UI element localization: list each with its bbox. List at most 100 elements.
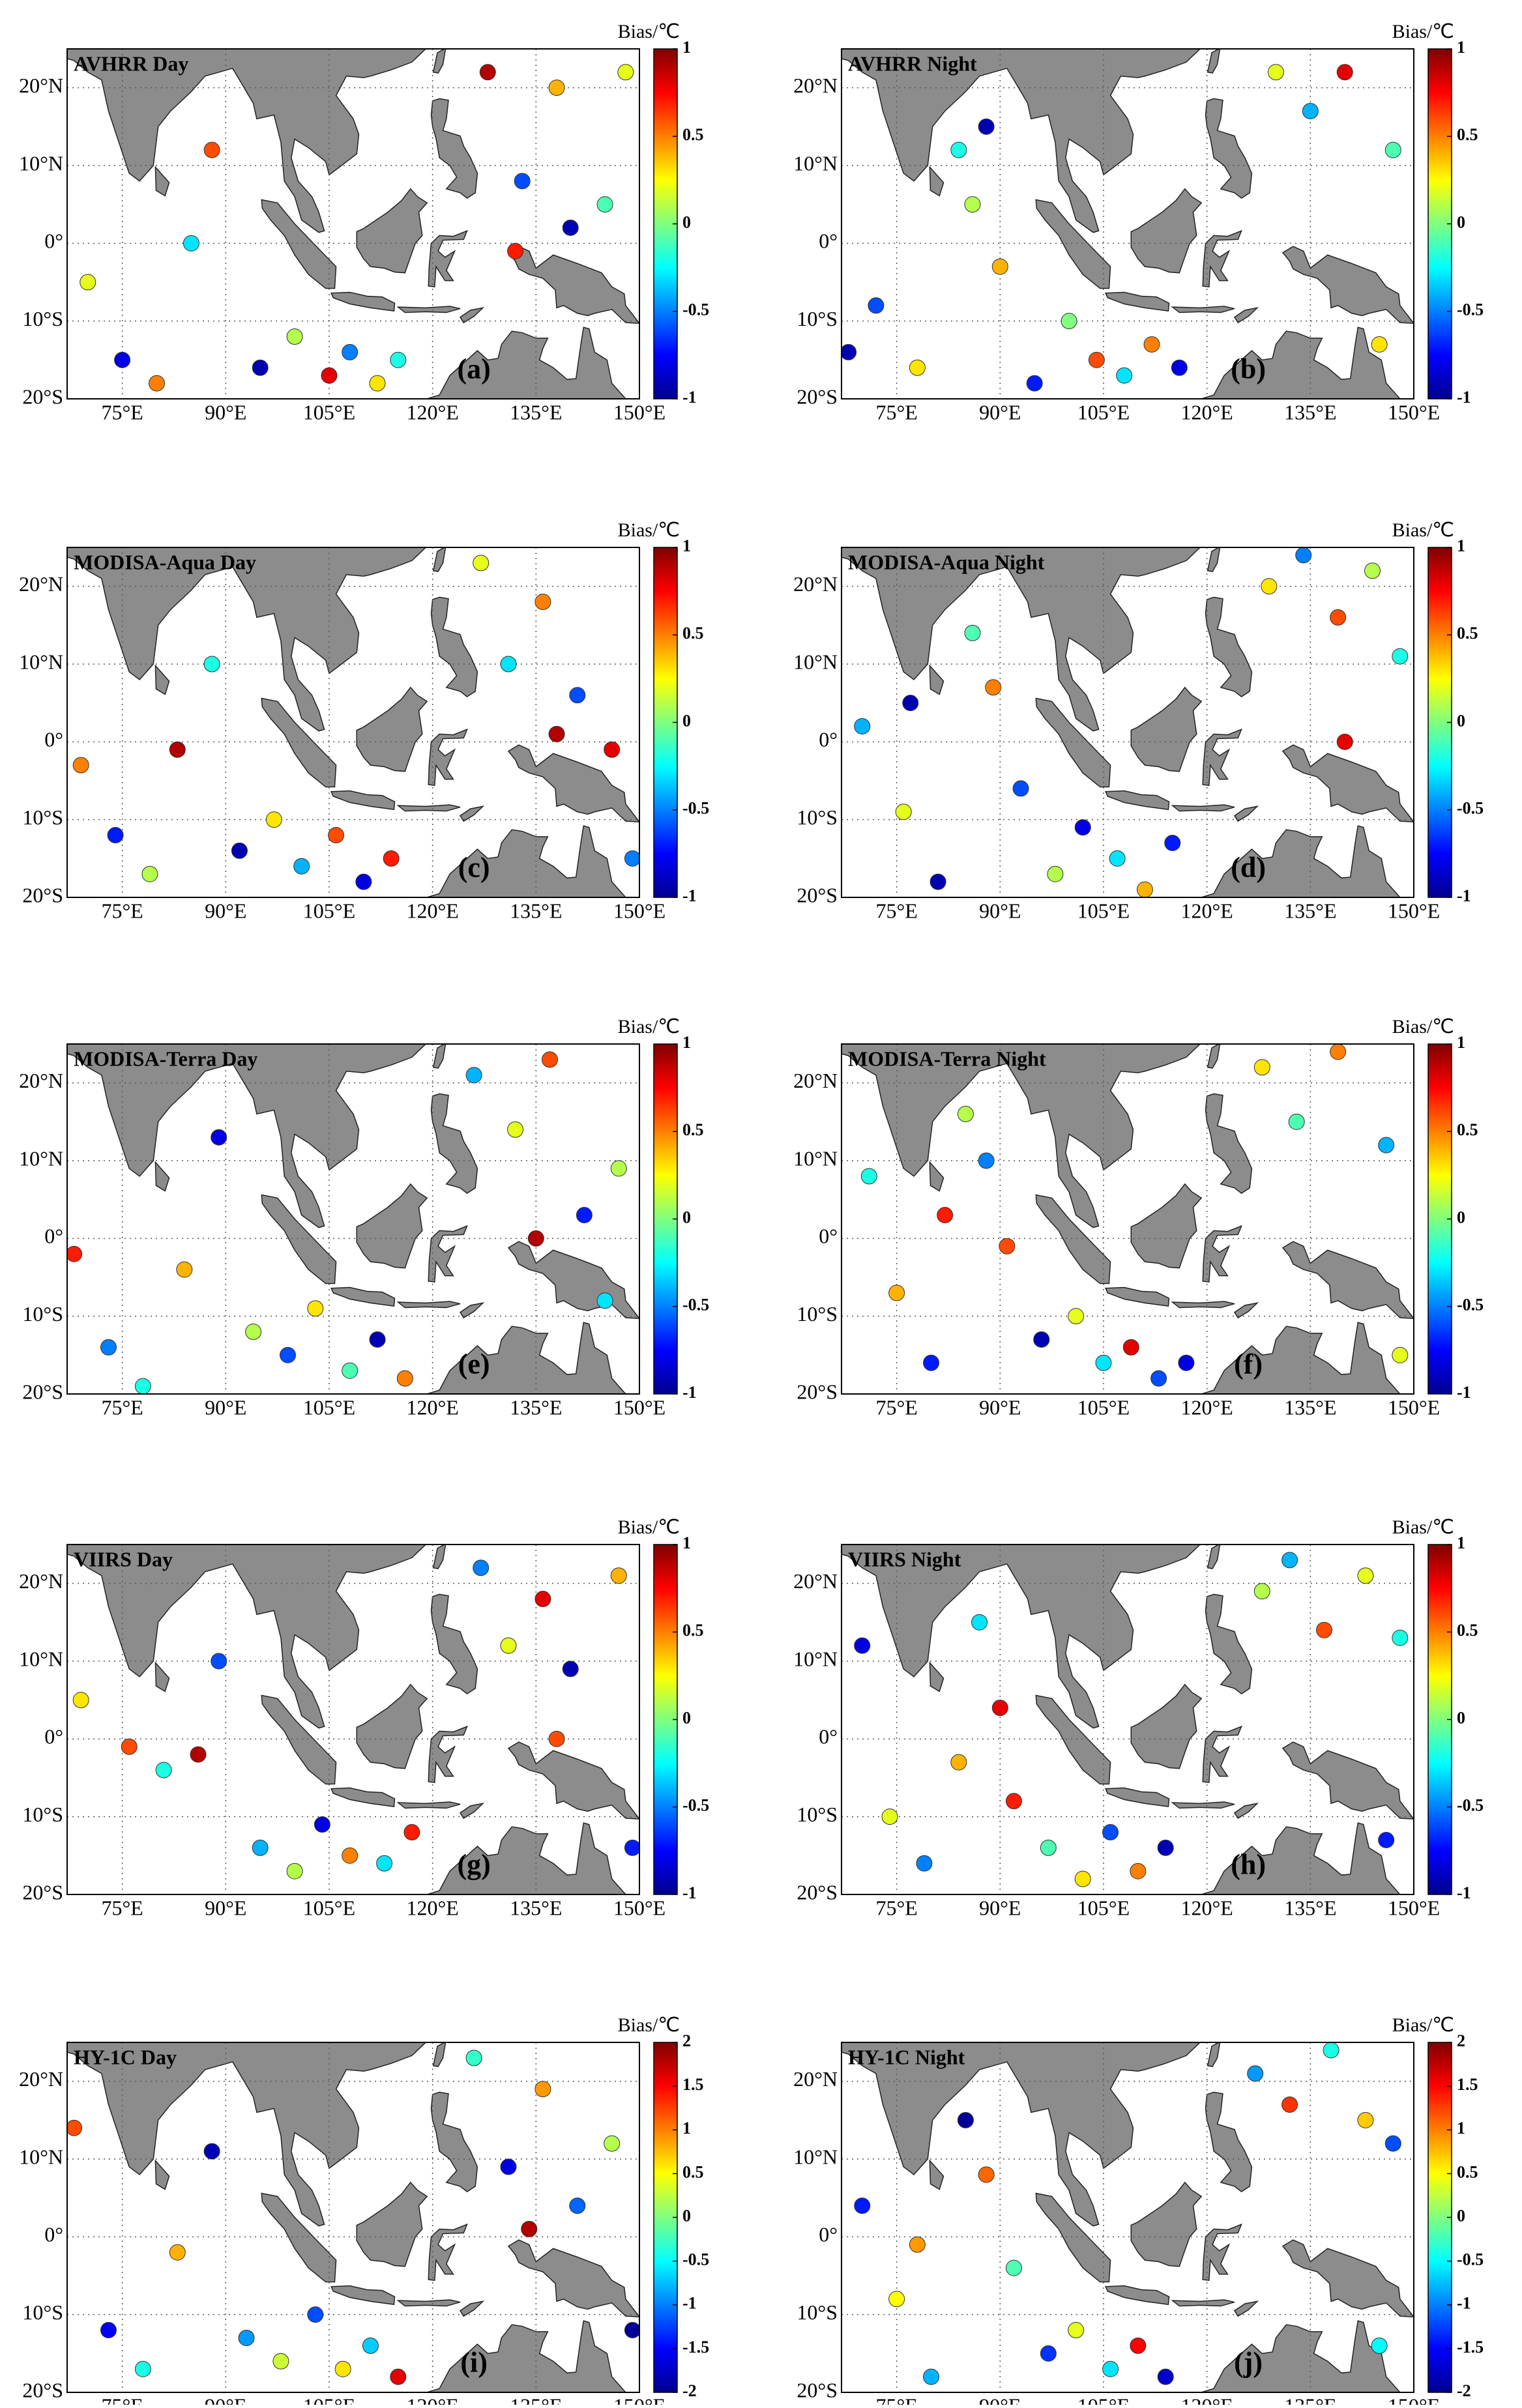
y-tick-label: 0°	[44, 1225, 63, 1248]
colorbar-tick-label: -1	[1457, 1383, 1471, 1402]
data-point	[1143, 336, 1160, 353]
x-tick-label: 75°E	[101, 400, 143, 424]
data-point	[114, 351, 131, 368]
y-tick-label: 10°S	[22, 805, 63, 829]
x-tick-label: 75°E	[101, 1395, 143, 1419]
data-point	[479, 64, 496, 81]
x-tick-label: 135°E	[1284, 2394, 1336, 2405]
land-mass	[396, 306, 461, 313]
land-mass	[261, 697, 337, 788]
map-panel: 75°E90°E105°E120°E135°E150°E20°N10°N0°10…	[19, 2014, 709, 2408]
data-point	[465, 1067, 482, 1084]
data-point	[923, 2368, 940, 2385]
land-mass	[154, 1161, 170, 1192]
data-point	[280, 1346, 297, 1363]
land-mass	[1199, 825, 1401, 897]
data-point	[1122, 1339, 1139, 1356]
land-mass	[1105, 790, 1170, 810]
data-point	[624, 850, 639, 867]
land-mass	[1207, 547, 1221, 572]
data-point	[390, 2368, 407, 2385]
data-point	[149, 375, 166, 392]
data-point	[624, 2322, 639, 2339]
colorbar-tick-label: -0.5	[1457, 1796, 1484, 1815]
x-tick-label: 120°E	[1180, 1395, 1233, 1419]
data-point	[396, 1370, 413, 1387]
x-tick-label: 90°E	[205, 899, 246, 922]
colorbar-label: Bias/℃	[618, 519, 680, 541]
data-point	[1323, 2042, 1339, 2059]
data-point	[548, 725, 565, 742]
map-frame	[66, 1544, 640, 1895]
land-mass	[1130, 2181, 1203, 2267]
land-mass	[261, 2192, 337, 2283]
land-mass	[330, 1787, 396, 1807]
land-mass	[396, 2299, 461, 2307]
land-mass	[1281, 246, 1414, 324]
land-mass	[1202, 1225, 1242, 1283]
x-tick-label: 75°E	[101, 899, 143, 922]
land-mass	[1233, 805, 1259, 822]
colorbar-tick-label: 1	[1457, 1533, 1465, 1552]
land-mass	[432, 1044, 446, 1069]
data-point	[107, 827, 124, 844]
y-tick-label: 20°S	[797, 883, 838, 907]
land-mass	[1281, 744, 1414, 822]
colorbar-tick-label: 0.5	[1457, 1621, 1478, 1640]
x-tick-label: 150°E	[1388, 1896, 1440, 1919]
land-mass	[428, 2223, 468, 2282]
land	[841, 49, 1414, 399]
data-point	[1384, 2135, 1401, 2152]
panel-label: (c)	[458, 851, 490, 883]
colorbar-label: Bias/℃	[618, 1516, 680, 1538]
data-point	[999, 1238, 1016, 1255]
x-tick-label: 75°E	[875, 2394, 917, 2405]
land-mass	[507, 2239, 639, 2317]
land-mass	[929, 2159, 944, 2190]
land	[67, 1545, 639, 1894]
y-tick-label: 10°S	[22, 307, 63, 330]
data-point	[604, 2135, 621, 2152]
land-mass	[929, 664, 944, 695]
y-tick-label: 0°	[819, 1225, 838, 1248]
land-mass	[261, 1194, 337, 1284]
colorbar-tick-label: -0.5	[682, 1796, 709, 1815]
colorbar-tick-label: 0.5	[682, 1120, 704, 1139]
y-tick-label: 10°S	[797, 1803, 838, 1826]
colorbar-label: Bias/℃	[1392, 2014, 1454, 2036]
land-mass	[1035, 1694, 1111, 1785]
points	[860, 1044, 1409, 1387]
land-mass	[841, 1545, 1201, 1729]
colorbar-tick-label: 1	[1457, 1033, 1465, 1052]
x-tick-label: 120°E	[406, 1896, 458, 1919]
colorbar-label: Bias/℃	[1392, 21, 1454, 42]
data-point	[272, 2353, 289, 2370]
y-tick-label: 10°S	[797, 2300, 838, 2324]
land-mass	[507, 744, 639, 822]
y-tick-label: 10°S	[22, 1803, 63, 1826]
map-frame	[66, 547, 640, 898]
y-tick-label: 20°S	[22, 2378, 63, 2401]
data-point	[971, 1614, 988, 1631]
land-mass	[430, 2091, 478, 2193]
colorbar-tick-label: -1	[682, 1383, 697, 1402]
data-point	[868, 297, 885, 314]
y-tick-label: 20°S	[22, 1880, 63, 1904]
data-point	[134, 1378, 151, 1394]
y-tick-label: 10°S	[797, 805, 838, 829]
data-point	[957, 1105, 974, 1122]
data-point	[1164, 834, 1181, 851]
land-mass	[428, 1225, 468, 1283]
land-mass	[430, 596, 478, 698]
x-tick-label: 120°E	[1180, 899, 1233, 922]
colorbar-tick-label: 1.5	[1457, 2075, 1478, 2094]
y-tick-label: 20°S	[22, 1380, 63, 1403]
colorbar-tick-label: 0	[682, 2206, 691, 2225]
x-tick-label: 150°E	[613, 2394, 666, 2405]
data-point	[1130, 1863, 1147, 1879]
data-point	[321, 367, 338, 384]
colorbar-tick-label: 2	[1457, 2031, 1465, 2050]
data-point	[72, 757, 89, 774]
y-tick-label: 20°N	[793, 1569, 838, 1593]
